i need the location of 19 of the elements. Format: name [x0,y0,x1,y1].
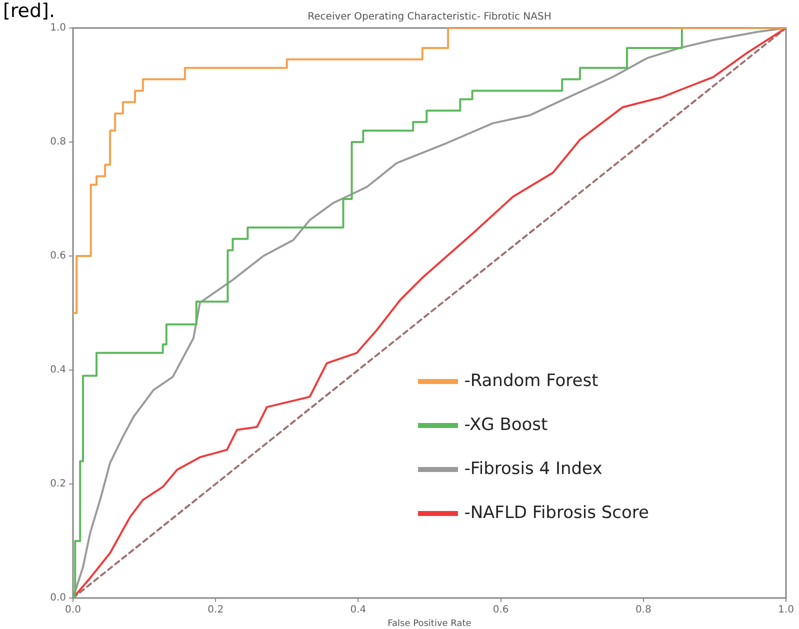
x-tick-label: 0.6 [492,604,509,616]
x-tick-label: 0.2 [208,604,224,616]
y-tick-label: 0.8 [50,136,66,148]
legend-label: -XG Boost [464,415,548,436]
legend-label: -Random Forest [464,371,598,392]
x-tick-label: 0.8 [635,604,652,616]
legend-label: -Fibrosis 4 Index [464,459,602,480]
x-tick-label: 0.0 [65,604,81,616]
x-axis-title: False Positive Rate [388,618,472,629]
y-tick-label: 0.6 [50,250,66,262]
chart-title: Receiver Operating Characteristic- Fibrotic NASH [308,12,552,23]
x-tick-label: 1.0 [778,604,794,616]
y-tick-label: 0.0 [50,592,66,604]
y-tick-label: 0.2 [50,478,66,490]
legend-label: -NAFLD Fibrosis Score [464,503,649,524]
x-tick-label: 0.4 [350,604,366,616]
y-tick-label: 0.4 [50,364,66,376]
y-tick-label: 1.0 [50,22,66,34]
text: [red]. [3,0,56,22]
